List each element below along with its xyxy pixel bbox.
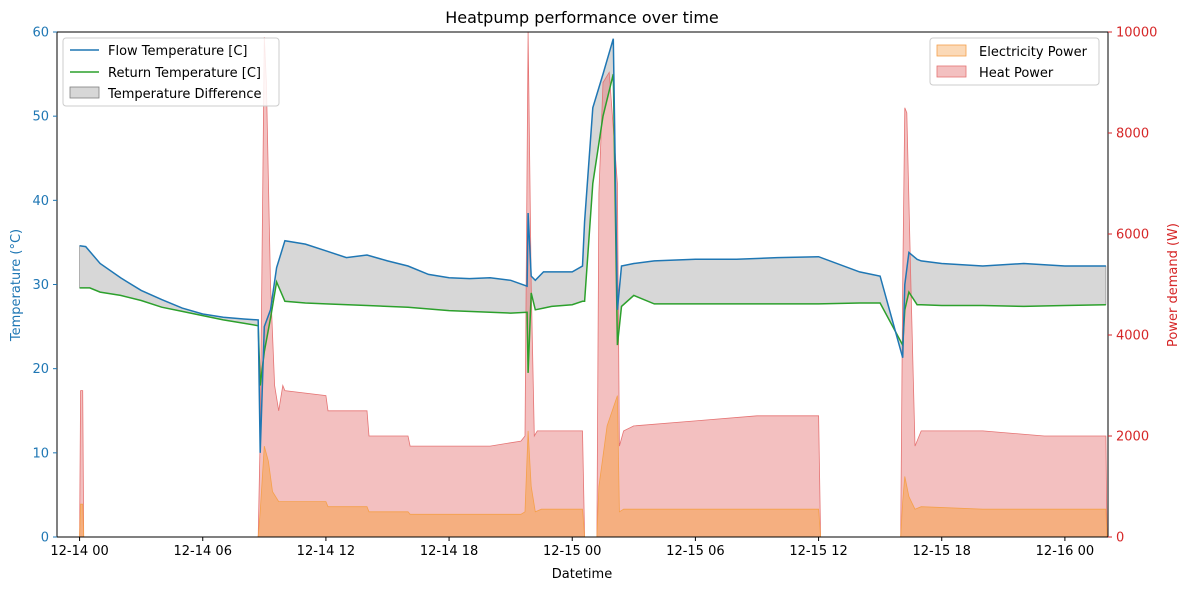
left-y-tick-label: 10: [32, 446, 49, 461]
legend-heat-swatch: [936, 65, 967, 78]
right-y-axis-label: Power demand (W): [1166, 223, 1181, 347]
legend-return-label: Return Temperature [C]: [108, 66, 261, 81]
legend-flow-label: Flow Temperature [C]: [108, 44, 248, 59]
chart-title: Heatpump performance over time: [445, 8, 719, 27]
x-tick-label: 12-15 06: [666, 544, 724, 559]
left-y-tick-label: 30: [32, 278, 49, 293]
legend-heat-label: Heat Power: [979, 66, 1054, 81]
x-tick-label: 12-14 12: [297, 544, 355, 559]
x-tick-label: 12-15 00: [543, 544, 601, 559]
left-y-tick-label: 40: [32, 194, 49, 209]
right-y-tick-label: 0: [1116, 531, 1124, 546]
x-tick-label: 12-15 12: [789, 544, 847, 559]
axes: 12-14 00 12-14 06 12-14 12 12-14 18 12-15 00…: [32, 26, 1157, 560]
legend-difference-swatch: [69, 86, 100, 99]
legend-electricity-label: Electricity Power: [979, 45, 1088, 60]
left-y-tick-label: 0: [41, 531, 49, 546]
heat-power-area: [79, 31, 1108, 538]
right-y-tick-label: 8000: [1116, 127, 1149, 142]
x-axis-label: Datetime: [552, 567, 612, 582]
right-y-tick-label: 4000: [1116, 329, 1149, 344]
x-tick-label: 12-16 00: [1036, 544, 1094, 559]
left-y-tick-label: 50: [32, 110, 49, 125]
legend-right: Electricity Power Heat Power: [929, 37, 1100, 86]
x-tick-label: 12-14 00: [50, 544, 108, 559]
plot-area: [79, 31, 1108, 538]
x-tick-label: 12-14 06: [174, 544, 232, 559]
left-y-tick-label: 60: [32, 26, 49, 41]
x-tick-label: 12-15 18: [913, 544, 971, 559]
legend-difference-label: Temperature Difference: [107, 87, 262, 102]
electricity-power-area: [79, 395, 1108, 538]
x-tick-label: 12-14 18: [420, 544, 478, 559]
left-y-tick-label: 20: [32, 362, 49, 377]
legend-electricity-swatch: [936, 44, 967, 57]
left-y-axis-label: Temperature (°C): [9, 229, 24, 342]
right-y-tick-label: 6000: [1116, 228, 1149, 243]
right-y-tick-label: 2000: [1116, 430, 1149, 445]
legend-left: Flow Temperature [C] Return Temperature …: [62, 37, 280, 107]
right-y-tick-label: 10000: [1116, 26, 1157, 41]
flow-temperature-line: [79, 38, 1106, 453]
